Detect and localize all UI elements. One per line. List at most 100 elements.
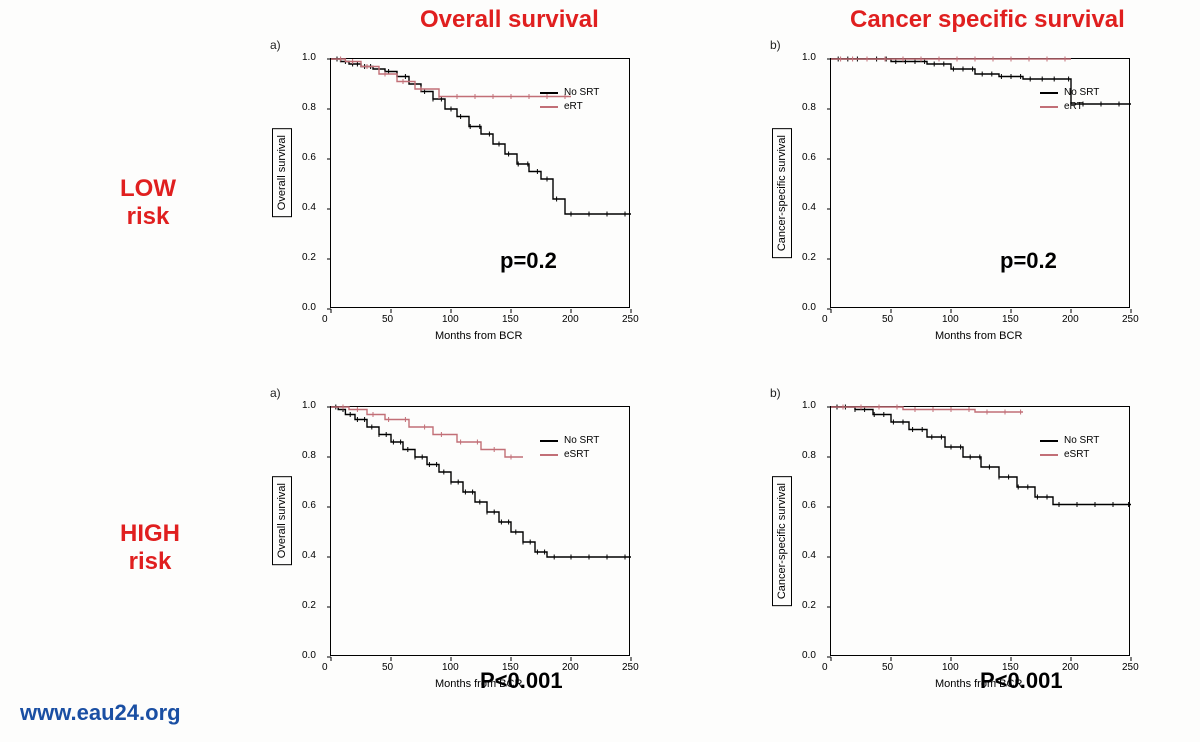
y-axis-title: Overall survival [272,476,292,565]
legend-item: eSRT [540,448,599,462]
legend-label: No SRT [1064,434,1099,448]
legend-label: eRT [1064,100,1083,114]
column-header-overall-survival: Overall survival [420,6,599,34]
p-value-annotation: P<0.001 [480,668,563,694]
legend-swatch [1040,454,1058,456]
legend-swatch [540,440,558,442]
km-curve-no_srt [331,407,631,557]
legend-swatch [1040,106,1058,108]
row-label-low-risk: LOW risk [120,175,176,230]
legend-swatch [540,454,558,456]
x-tick-label: 150 [502,314,519,325]
legend-item: No SRT [540,86,599,100]
x-tick-label: 200 [562,314,579,325]
km-curve-no_srt [331,59,631,214]
x-tick-label: 200 [1062,662,1079,673]
y-tick-label: 0.6 [802,152,816,163]
x-tick-label: 0 [322,662,328,673]
panel-letter: a) [270,386,281,400]
column-header-cancer-specific-survival: Cancer specific survival [850,6,1125,34]
x-tick-label: 100 [942,314,959,325]
x-tick-label: 250 [622,662,639,673]
y-tick-label: 0.8 [302,102,316,113]
legend-label: eRT [564,100,583,114]
legend: No SRTeRT [1040,86,1099,114]
y-axis-title: Cancer-specific survival [772,476,792,606]
y-tick-label: 0.2 [302,252,316,263]
p-value-annotation: p=0.2 [1000,248,1057,274]
legend-swatch [1040,92,1058,94]
legend-item: eRT [1040,100,1099,114]
legend-swatch [1040,440,1058,442]
y-tick-label: 0.6 [802,500,816,511]
y-tick-label: 0.0 [802,302,816,313]
y-tick-label: 0.2 [802,252,816,263]
y-tick-label: 0.2 [302,600,316,611]
row-label-high-risk: HIGH risk [120,520,180,575]
x-tick-label: 50 [882,314,893,325]
p-value-annotation: p=0.2 [500,248,557,274]
legend-label: No SRT [564,434,599,448]
panel-letter: b) [770,38,781,52]
row-label-low-line2: risk [127,203,170,230]
legend: No SRTeRT [540,86,599,114]
km-panel-low-css: b)0.00.20.40.60.81.0050100150200250Cance… [760,38,1150,368]
x-tick-label: 250 [622,314,639,325]
km-panel-high-overall: a)0.00.20.40.60.81.0050100150200250Overa… [260,386,650,716]
x-tick-label: 100 [942,662,959,673]
y-tick-label: 0.0 [302,302,316,313]
legend: No SRTeSRT [1040,434,1099,462]
p-value-annotation: P<0.001 [980,668,1063,694]
km-panel-high-css: b)0.00.20.40.60.81.0050100150200250Cance… [760,386,1150,716]
x-tick-label: 50 [382,314,393,325]
x-axis-title: Months from BCR [435,330,522,342]
x-tick-label: 0 [322,314,328,325]
x-tick-label: 50 [382,662,393,673]
y-tick-label: 0.6 [302,500,316,511]
legend-label: No SRT [564,86,599,100]
legend-item: No SRT [1040,86,1099,100]
legend: No SRTeSRT [540,434,599,462]
y-tick-label: 0.2 [802,600,816,611]
y-tick-label: 0.0 [802,650,816,661]
legend-label: eSRT [564,448,589,462]
legend-swatch [540,106,558,108]
y-tick-label: 0.4 [302,550,316,561]
y-tick-label: 0.4 [302,202,316,213]
y-axis-title: Cancer-specific survival [772,128,792,258]
x-tick-label: 100 [442,662,459,673]
x-tick-label: 150 [1002,314,1019,325]
x-tick-label: 100 [442,314,459,325]
y-tick-label: 0.0 [302,650,316,661]
x-tick-label: 50 [882,662,893,673]
panel-letter: a) [270,38,281,52]
panel-letter: b) [770,386,781,400]
x-tick-label: 200 [1062,314,1079,325]
row-label-high-line2: risk [129,548,172,575]
y-tick-label: 1.0 [802,52,816,63]
x-tick-label: 250 [1122,314,1139,325]
y-tick-label: 1.0 [802,400,816,411]
y-axis-title: Overall survival [272,128,292,217]
legend-label: eSRT [1064,448,1089,462]
row-label-high-line1: HIGH [120,520,180,547]
legend-item: No SRT [540,434,599,448]
y-tick-label: 0.4 [802,550,816,561]
y-tick-label: 1.0 [302,52,316,63]
row-label-low-line1: LOW [120,175,176,202]
footer-url: www.eau24.org [20,700,181,726]
x-axis-title: Months from BCR [935,330,1022,342]
y-tick-label: 0.8 [302,450,316,461]
x-tick-label: 200 [562,662,579,673]
legend-label: No SRT [1064,86,1099,100]
y-tick-label: 0.6 [302,152,316,163]
legend-swatch [540,92,558,94]
y-tick-label: 0.8 [802,102,816,113]
x-tick-label: 0 [822,314,828,325]
km-panel-low-overall: a) 0.0 0.2 0.4 0.6 0.8 1.0 0 50 100 150 200 250 Overa… [260,38,650,368]
y-tick-label: 1.0 [302,400,316,411]
x-tick-label: 250 [1122,662,1139,673]
legend-item: No SRT [1040,434,1099,448]
x-tick-label: 0 [822,662,828,673]
legend-item: eSRT [1040,448,1099,462]
